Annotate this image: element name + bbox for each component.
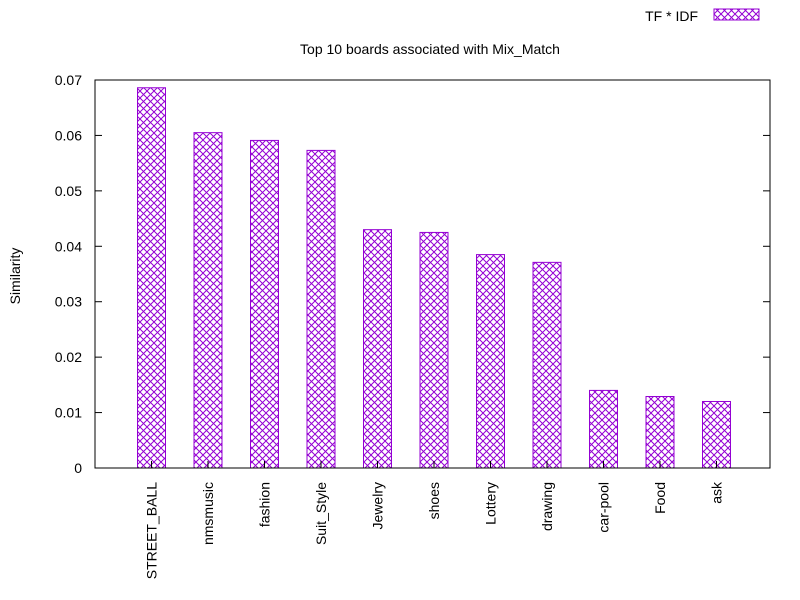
- y-tick-label: 0.05: [55, 183, 82, 199]
- legend-swatch: [713, 8, 760, 21]
- bar: [137, 87, 166, 469]
- bar: [476, 254, 505, 469]
- x-tick-label: Suit_Style: [313, 482, 329, 545]
- bar: [250, 139, 279, 469]
- y-tick-label: 0.01: [55, 405, 82, 421]
- x-tick-label: Lottery: [483, 482, 499, 525]
- bar: [645, 395, 675, 469]
- y-tick-label: 0.03: [55, 294, 82, 310]
- bar: [532, 261, 562, 469]
- x-tick-label: Jewelry: [370, 482, 386, 529]
- x-tick-label: car-pool: [596, 482, 612, 533]
- x-tick-label: Food: [652, 482, 668, 514]
- bar: [193, 132, 223, 469]
- bar: [419, 231, 449, 469]
- y-tick-label: 0: [74, 460, 82, 476]
- y-axis-ticks: 0 0.01 0.02 0.03 0.04 0.05 0.06 0.07: [55, 72, 770, 476]
- x-tick-label: STREET_BALL: [144, 482, 160, 579]
- bar: [306, 149, 336, 469]
- bar: [363, 229, 392, 469]
- chart-title: Top 10 boards associated with Mix_Match: [300, 41, 560, 57]
- x-tick-label: drawing: [539, 482, 555, 531]
- bar: [702, 400, 731, 469]
- legend-label: TF * IDF: [645, 8, 698, 24]
- legend: TF * IDF: [645, 8, 760, 24]
- bars: [137, 87, 731, 469]
- x-tick-label: nmsmusic: [200, 482, 216, 545]
- x-tick-label: fashion: [257, 482, 273, 527]
- y-tick-label: 0.06: [55, 127, 82, 143]
- x-tick-label: shoes: [426, 482, 442, 519]
- y-tick-label: 0.04: [55, 238, 82, 254]
- x-axis-tick-labels: STREET_BALL nmsmusic fashion Suit_Style Jewe…: [144, 461, 725, 579]
- plot-frame: [94, 79, 771, 469]
- y-axis-label: Similarity: [7, 248, 23, 305]
- y-tick-label: 0.02: [55, 349, 82, 365]
- y-tick-label: 0.07: [55, 72, 82, 88]
- bar: [589, 389, 618, 469]
- x-tick-label: ask: [709, 481, 725, 504]
